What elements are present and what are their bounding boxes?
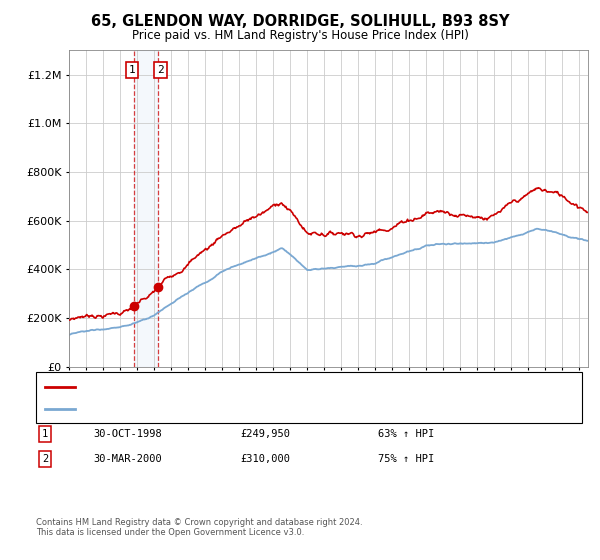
Text: 30-MAR-2000: 30-MAR-2000 [93, 454, 162, 464]
Text: 2: 2 [157, 65, 164, 75]
Text: £249,950: £249,950 [240, 429, 290, 439]
Text: 63% ↑ HPI: 63% ↑ HPI [378, 429, 434, 439]
Text: 65, GLENDON WAY, DORRIDGE, SOLIHULL, B93 8SY: 65, GLENDON WAY, DORRIDGE, SOLIHULL, B93… [91, 14, 509, 29]
Bar [134, 50, 158, 367]
Text: 2: 2 [42, 454, 48, 464]
Text: £310,000: £310,000 [240, 454, 290, 464]
Text: Contains HM Land Registry data © Crown copyright and database right 2024.
This d: Contains HM Land Registry data © Crown c… [36, 518, 362, 538]
Text: Price paid vs. HM Land Registry's House Price Index (HPI): Price paid vs. HM Land Registry's House … [131, 29, 469, 42]
Text: 75% ↑ HPI: 75% ↑ HPI [378, 454, 434, 464]
Text: 1: 1 [42, 429, 48, 439]
Text: 65, GLENDON WAY, DORRIDGE, SOLIHULL, B93 8SY (detached house): 65, GLENDON WAY, DORRIDGE, SOLIHULL, B93… [81, 381, 443, 391]
Text: 30-OCT-1998: 30-OCT-1998 [93, 429, 162, 439]
Text: HPI: Average price, detached house, Solihull: HPI: Average price, detached house, Soli… [81, 404, 312, 414]
Text: 1: 1 [129, 65, 136, 75]
